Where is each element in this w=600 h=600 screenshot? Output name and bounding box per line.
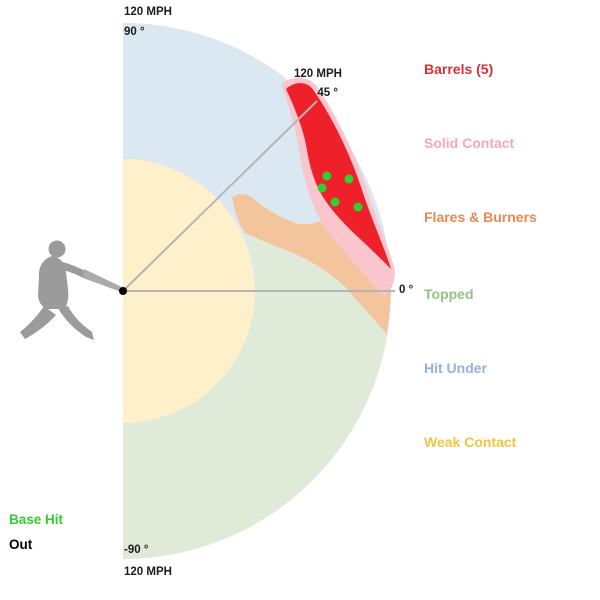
hit-dot[interactable] [344,174,354,184]
zone-label-barrels: Barrels (5) [424,61,494,77]
zone-label-weak-contact: Weak Contact [424,434,517,450]
tick-top-speed: 120 MPH [124,6,172,18]
batter-back-leg [20,306,56,339]
hit-dot[interactable] [330,197,340,207]
tick-top-angle: 90 ° [124,26,145,38]
tick-mid-angle: 45 ° [317,87,338,99]
zone-barrels [286,83,391,269]
bat [83,269,124,293]
tick-bottom-speed: 120 MPH [124,566,172,578]
tick-bottom-angle: -90 ° [124,544,149,556]
hit-dot[interactable] [353,202,363,212]
barrel-points [317,171,363,212]
zone-label-flares-burners: Flares & Burners [424,209,537,225]
batter-silhouette [20,240,124,340]
legend-base-hit: Base Hit [9,512,64,527]
origin-dot [119,287,127,295]
batter-head [48,240,66,258]
zone-flares-burners [232,194,391,334]
legend-out: Out [9,537,33,552]
zone-label-hit-under: Hit Under [424,360,487,376]
tick-mid-speed: 120 MPH [294,68,342,80]
zone-label-topped: Topped [424,286,474,302]
hit-dot[interactable] [322,171,332,181]
hit-dot[interactable] [317,183,327,193]
zone-label-solid-contact: Solid Contact [424,135,515,151]
fortyfive-degree-line [122,100,318,292]
tick-zero-angle: 0 ° [399,284,414,296]
batter-arms [57,261,87,279]
batter-front-leg [58,306,94,340]
zone-topped-upper [245,233,350,291]
